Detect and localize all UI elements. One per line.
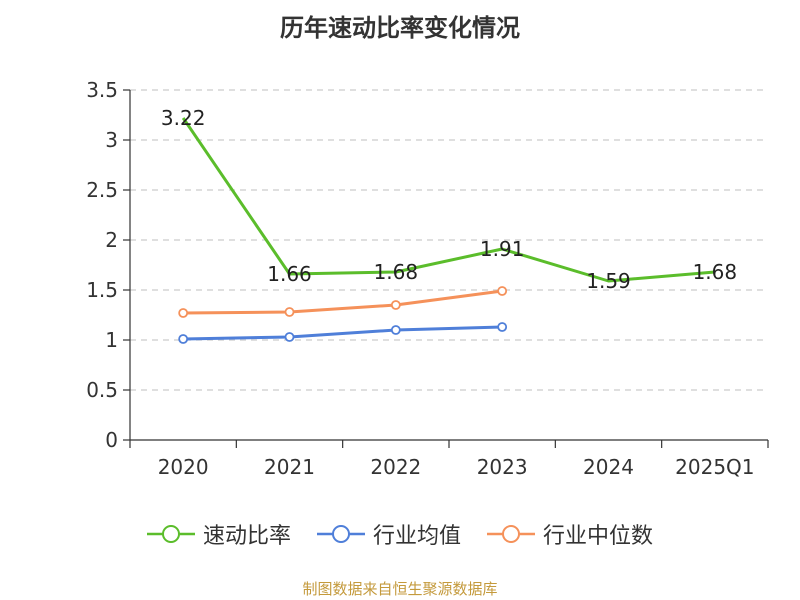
series-point-1	[497, 322, 508, 332]
series-point-1	[178, 334, 189, 344]
y-tick-label: 1.5	[86, 278, 118, 302]
data-label: 3.22	[161, 106, 206, 130]
x-tick-label: 2023	[477, 455, 528, 479]
series-point-2	[497, 286, 508, 296]
series-point-2	[284, 307, 295, 317]
series-point-1	[284, 332, 295, 342]
data-label: 1.59	[586, 269, 631, 293]
data-label: 1.91	[480, 237, 525, 261]
legend-label-industry-median: 行业中位数	[543, 524, 654, 549]
x-tick-label: 2025Q1	[675, 455, 754, 479]
chart-title: 历年速动比率变化情况	[280, 14, 520, 42]
legend: 速动比率 行业均值 行业中位数	[0, 518, 800, 550]
legend-item-quick-ratio[interactable]: 速动比率	[146, 518, 291, 550]
legend-label-industry-mean: 行业均值	[372, 524, 461, 549]
x-tick-label: 2020	[158, 455, 209, 479]
legend-item-industry-median[interactable]: 行业中位数	[487, 518, 653, 550]
y-tick-label: 2.5	[86, 178, 118, 202]
series-point-2	[178, 308, 189, 318]
series-point-1	[390, 325, 401, 335]
legend-label-quick-ratio: 速动比率	[202, 524, 291, 549]
y-tick-label: 0	[105, 428, 118, 452]
source-note: 制图数据来自恒生聚源数据库	[302, 580, 498, 598]
x-tick-label: 2024	[583, 455, 634, 479]
y-tick-label: 0.5	[86, 378, 118, 402]
series-point-2	[390, 300, 401, 310]
y-tick-label: 1	[105, 328, 118, 352]
x-tick-label: 2021	[264, 455, 315, 479]
y-tick-label: 2	[105, 228, 118, 252]
legend-swatch-quick-ratio	[146, 525, 195, 543]
x-tick-label: 2022	[370, 455, 421, 479]
legend-item-industry-mean[interactable]: 行业均值	[316, 518, 461, 550]
data-label: 1.66	[267, 262, 312, 286]
series-line-0	[181, 117, 715, 283]
y-tick-label: 3	[105, 128, 118, 152]
series-line-2	[183, 289, 503, 315]
legend-swatch-industry-median	[487, 525, 535, 543]
legend-swatch-industry-mean	[316, 525, 365, 543]
data-label: 1.68	[693, 260, 738, 284]
y-tick-label: 3.5	[86, 78, 118, 102]
series-line-1	[183, 325, 503, 341]
data-label: 1.68	[374, 260, 419, 284]
